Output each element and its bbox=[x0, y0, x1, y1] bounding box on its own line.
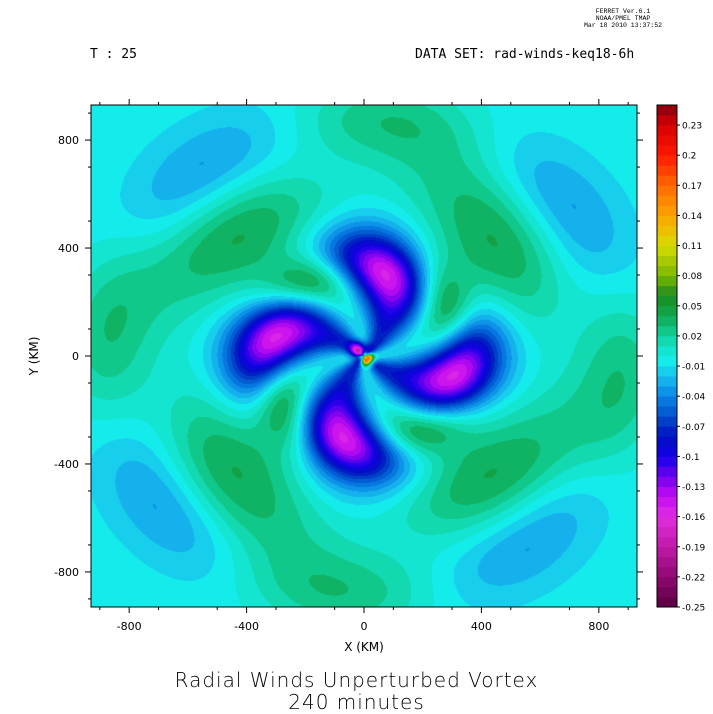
colorbar-segment bbox=[657, 376, 677, 387]
x-axis-label: X (KM) bbox=[344, 640, 384, 654]
colorbar: 0.23 0.2 0.17 0.14 0.11 0.08 0.05 0.02 -0.01 -0.0… bbox=[656, 104, 706, 614]
colorbar-segment bbox=[657, 356, 677, 367]
y-axis-label: Y (KM) bbox=[27, 337, 41, 377]
colorbar-segment bbox=[657, 175, 677, 186]
colorbar-label: -0.04 bbox=[682, 393, 706, 403]
y-tick-label: 0 bbox=[72, 350, 79, 363]
colorbar-segment bbox=[657, 235, 677, 246]
colorbar-segment bbox=[657, 295, 677, 307]
colorbar-segment bbox=[657, 315, 677, 327]
colorbar-segment bbox=[657, 566, 677, 578]
colorbar-segment bbox=[657, 506, 677, 518]
colorbar-label: -0.16 bbox=[682, 513, 706, 523]
colorbar-segment bbox=[657, 125, 677, 136]
colorbar-label: -0.01 bbox=[682, 363, 705, 373]
x-tick-label: 0 bbox=[361, 620, 368, 633]
chart-subtitle: 240 minutes bbox=[288, 690, 425, 714]
colorbar-segment bbox=[657, 486, 677, 497]
colorbar-frame bbox=[656, 104, 678, 608]
colorbar-label: -0.19 bbox=[682, 543, 706, 553]
colorbar-label: 0.17 bbox=[682, 182, 702, 192]
x-tick-label: -800 bbox=[117, 620, 142, 633]
colorbar-segment bbox=[657, 446, 677, 457]
colorbar-segment bbox=[657, 115, 677, 126]
colorbar-label: -0.25 bbox=[682, 604, 705, 614]
colorbar-label: 0.02 bbox=[682, 332, 702, 342]
heatmap-field bbox=[91, 105, 637, 607]
colorbar-segment bbox=[657, 556, 677, 568]
x-tick-label: -400 bbox=[234, 620, 259, 633]
colorbar-segment bbox=[657, 366, 677, 377]
colorbar-segment bbox=[657, 205, 677, 216]
y-tick-label: 800 bbox=[58, 134, 79, 147]
colorbar-segment bbox=[657, 225, 677, 236]
chart-title: Radial Winds Unperturbed Vortex bbox=[174, 668, 539, 692]
colorbar-segment bbox=[657, 576, 677, 588]
colorbar-segment bbox=[657, 305, 677, 317]
colorbar-segment bbox=[657, 436, 677, 447]
colorbar-segment bbox=[657, 456, 677, 467]
colorbar-segment bbox=[657, 215, 677, 226]
colorbar-label: 0.23 bbox=[682, 122, 702, 132]
colorbar-segment bbox=[657, 265, 677, 277]
y-tick-label: -400 bbox=[54, 458, 79, 471]
colorbar-segment bbox=[657, 496, 677, 507]
colorbar-segment bbox=[657, 416, 677, 427]
colorbar-segment bbox=[657, 526, 677, 538]
colorbar-label: 0.14 bbox=[682, 212, 702, 222]
colorbar-segment bbox=[657, 145, 677, 156]
plot-area bbox=[90, 104, 638, 608]
program-version: FERRET Ver.6.1 bbox=[595, 8, 651, 15]
colorbar-label: 0.11 bbox=[682, 242, 702, 252]
colorbar-segment bbox=[657, 476, 677, 487]
y-tick-label: -800 bbox=[54, 566, 79, 579]
colorbar-segment bbox=[657, 275, 677, 287]
ferret-stamp: FERRET Ver.6.1 NOAA/PMEL TMAP Mar 18 201… bbox=[553, 8, 693, 29]
colorbar-segment bbox=[657, 105, 677, 116]
colorbar-label: -0.13 bbox=[682, 483, 705, 493]
colorbar-segment bbox=[657, 325, 677, 337]
colorbar-segment bbox=[657, 426, 677, 437]
organization: NOAA/PMEL TMAP bbox=[595, 15, 651, 22]
dataset-label: DATA SET: rad-winds-keq18-6h bbox=[415, 47, 635, 62]
colorbar-segment bbox=[657, 396, 677, 407]
time-label: T : 25 bbox=[90, 47, 137, 62]
colorbar-label: 0.08 bbox=[682, 272, 702, 282]
colorbar-segment bbox=[657, 245, 677, 256]
colorbar-label: -0.22 bbox=[682, 573, 705, 583]
colorbar-segment bbox=[657, 386, 677, 397]
x-axis: -800 -400 0 400 800 bbox=[99, 99, 629, 633]
colorbar-label: 0.2 bbox=[682, 152, 696, 162]
colorbar-segment bbox=[657, 255, 677, 267]
colorbar-segment bbox=[657, 596, 677, 608]
colorbar-segment bbox=[657, 285, 677, 297]
x-tick-label: 800 bbox=[588, 620, 609, 633]
colorbar-segment bbox=[657, 536, 677, 548]
colorbar-segment bbox=[657, 135, 677, 146]
colorbar-segment bbox=[657, 345, 677, 357]
y-axis: -800 -400 0 400 800 bbox=[54, 112, 643, 600]
colorbar-segment bbox=[657, 335, 677, 347]
colorbar-label: 0.05 bbox=[682, 302, 702, 312]
colorbar-segment bbox=[657, 155, 677, 166]
colorbar-segment bbox=[657, 195, 677, 206]
colorbar-segment bbox=[657, 165, 677, 176]
colorbar-segment bbox=[657, 406, 677, 417]
colorbar-segment bbox=[657, 586, 677, 598]
colorbar-segment bbox=[657, 546, 677, 558]
colorbar-segment bbox=[657, 185, 677, 196]
colorbar-segment bbox=[657, 466, 677, 477]
colorbar-label: -0.07 bbox=[682, 423, 705, 433]
x-tick-label: 400 bbox=[471, 620, 492, 633]
y-tick-label: 400 bbox=[58, 242, 79, 255]
colorbar-label: -0.1 bbox=[682, 453, 700, 463]
timestamp: Mar 18 2010 13:37:52 bbox=[583, 22, 662, 29]
colorbar-segment bbox=[657, 516, 677, 528]
